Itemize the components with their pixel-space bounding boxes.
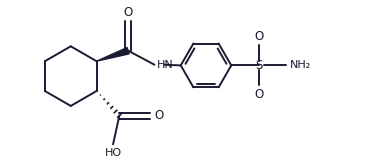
Text: O: O <box>123 6 133 19</box>
Polygon shape <box>97 48 129 61</box>
Text: NH₂: NH₂ <box>290 60 311 70</box>
Text: O: O <box>154 109 164 122</box>
Text: O: O <box>255 30 264 43</box>
Text: S: S <box>255 59 263 72</box>
Text: HN: HN <box>157 60 174 70</box>
Text: O: O <box>255 88 264 101</box>
Text: HO: HO <box>105 148 122 158</box>
